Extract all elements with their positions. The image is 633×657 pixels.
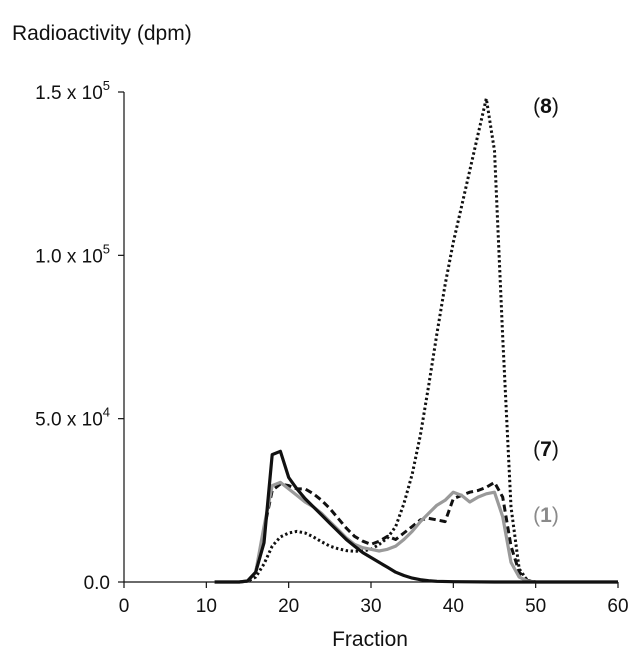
series-label: (1) <box>533 504 559 527</box>
x-tick-label: 10 <box>196 596 217 617</box>
x-tick-label: 20 <box>278 596 299 617</box>
x-tick-label: 30 <box>360 596 381 617</box>
y-tick-label: 0.0 <box>84 573 110 594</box>
y-tick-label: 1.0 x 105 <box>35 241 110 267</box>
axes: 0 10 20 30 40 50 60 0.0 5.0 x 104 1.0 x 105 1.5 x … <box>35 78 628 617</box>
x-axis-title: Fraction <box>332 628 408 651</box>
series-label: (8) <box>533 95 559 118</box>
x-tick-label: 0 <box>119 596 130 617</box>
x-tick-label: 60 <box>607 596 628 617</box>
series-labels: (8) (7) (1) <box>533 95 559 527</box>
series-line-unlabeled-3 <box>214 449 618 584</box>
series-layer <box>214 97 618 584</box>
series-label: (7) <box>533 438 559 461</box>
y-tick-label: 1.5 x 105 <box>35 78 110 104</box>
x-tick-label: 50 <box>525 596 546 617</box>
x-tick-label: 40 <box>443 596 464 617</box>
series-line-1 <box>214 480 618 584</box>
series-line-7 <box>214 480 618 584</box>
y-tick-label: 5.0 x 104 <box>35 405 110 431</box>
y-axis-title: Radioactivity (dpm) <box>12 22 192 45</box>
